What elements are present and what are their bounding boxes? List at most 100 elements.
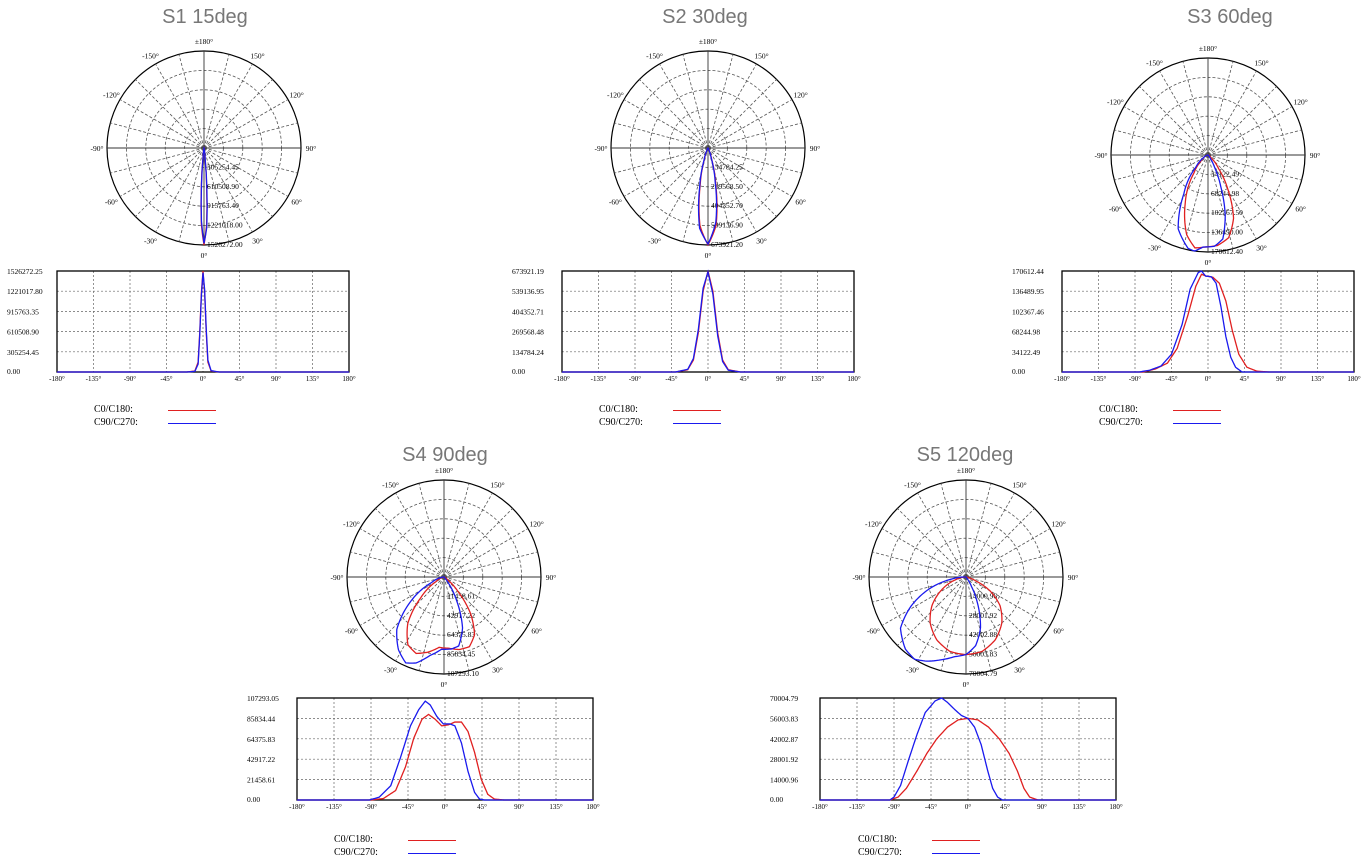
legend-label-c0: C0/C180: — [1099, 404, 1138, 415]
polar-angle-label: 60° — [1295, 205, 1306, 214]
y-tick-label: 0.00 — [7, 367, 20, 376]
legend: C0/C180: C90/C270: — [334, 834, 474, 860]
x-tick-label: -135° — [326, 803, 342, 811]
polar-angle-label: ±180° — [1199, 44, 1217, 53]
legend-label-c0: C0/C180: — [94, 404, 133, 415]
y-tick-label: 269568.48 — [512, 328, 544, 337]
polar-ring-label: 170612.40 — [1211, 247, 1243, 256]
polar-spoke — [707, 99, 793, 149]
legend-item-c0: C0/C180: — [94, 404, 234, 417]
polar-spoke — [418, 576, 445, 671]
legend-item-c90: C90/C270: — [1099, 417, 1239, 430]
polar-spoke — [1139, 86, 1209, 156]
polar-ring-label: 1526272.00 — [207, 240, 243, 249]
polar-angle-label: -120° — [343, 520, 360, 529]
polar-spoke — [155, 147, 205, 233]
series-line-c90 — [57, 272, 349, 373]
chart-panel-s2: S2 30deg ±180° 150° 120° 90° 60° 30° 0° -30° -60… — [500, 0, 910, 435]
y-tick-label: 0.00 — [512, 367, 525, 376]
x-tick-label: -135° — [849, 803, 865, 811]
x-tick-label: 135° — [811, 375, 825, 383]
y-tick-label: 42002.87 — [770, 735, 798, 744]
polar-spoke — [965, 576, 1051, 626]
polar-spoke — [965, 492, 1015, 578]
polar-ring-label: 70004.79 — [969, 669, 997, 678]
polar-spoke — [965, 576, 992, 671]
x-tick-label: 90° — [271, 375, 281, 383]
polar-angle-label: -30° — [1148, 244, 1161, 253]
polar-spoke — [965, 508, 1035, 578]
x-tick-label: 90° — [776, 375, 786, 383]
y-tick-label: 404352.71 — [512, 307, 544, 316]
polar-spoke — [443, 528, 529, 578]
polar-angle-label: -30° — [384, 666, 397, 675]
polar-angle-label: 0° — [1205, 258, 1212, 267]
polar-spoke — [639, 79, 709, 149]
polar-spoke — [917, 576, 967, 662]
x-tick-label: -180° — [1054, 375, 1070, 383]
polar-spoke — [110, 147, 205, 174]
polar-angle-label: -90° — [1095, 151, 1108, 160]
polar-ring-label: 539136.90 — [711, 221, 743, 230]
y-tick-label: 14000.96 — [770, 776, 798, 785]
polar-angle-label: 30° — [492, 666, 503, 675]
polar-ring-label: 305254.45 — [207, 162, 239, 171]
legend-line-c90 — [408, 853, 456, 854]
x-tick-label: 180° — [342, 375, 356, 383]
polar-spoke — [639, 147, 709, 217]
polar-spoke — [203, 147, 253, 233]
polar-ring-label: 134784.25 — [711, 162, 743, 171]
legend-line-c90 — [168, 423, 216, 424]
polar-spoke — [203, 99, 289, 149]
polar-curve-c90 — [697, 146, 718, 246]
legend: C0/C180: C90/C270: — [94, 404, 234, 430]
y-tick-label: 134784.24 — [512, 348, 544, 357]
y-tick-label: 0.00 — [770, 795, 783, 804]
polar-spoke — [1207, 106, 1293, 156]
chart-title: S2 30deg — [662, 6, 748, 28]
polar-spoke — [203, 147, 230, 242]
y-tick-label: 68244.98 — [1012, 328, 1040, 337]
polar-angle-label: 0° — [705, 251, 712, 260]
polar-angle-label: 120° — [1052, 520, 1066, 529]
y-tick-label: 56003.83 — [770, 714, 798, 723]
x-tick-label: 90° — [1276, 375, 1286, 383]
polar-spoke — [203, 63, 253, 149]
polar-angle-label: 60° — [531, 627, 542, 636]
polar-spoke — [965, 528, 1051, 578]
polar-curve-c0 — [929, 576, 1003, 656]
polar-spoke — [707, 147, 757, 233]
polar-spoke — [395, 576, 445, 662]
polar-spoke — [350, 576, 445, 603]
polar-spoke — [1123, 154, 1209, 204]
x-tick-label: 45° — [477, 803, 487, 811]
line-chart: 673921.19 539136.95 404352.71 269568.48 1347… — [512, 267, 861, 383]
polar-angle-label: ±180° — [957, 466, 975, 475]
polar-angle-label: 120° — [530, 520, 544, 529]
polar-diagram: ±180° 150° 120° 90° 60° 30° 0° -30° -60° -90° -120… — [595, 37, 821, 260]
x-tick-label: -90° — [1129, 375, 1141, 383]
polar-spoke — [872, 551, 967, 578]
x-tick-label: -90° — [124, 375, 136, 383]
polar-spoke — [203, 54, 230, 149]
polar-angle-label: ±180° — [195, 37, 213, 46]
polar-angle-label: -60° — [609, 198, 622, 207]
polar-angle-label: 60° — [291, 198, 302, 207]
x-tick-label: 90° — [514, 803, 524, 811]
polar-spoke — [443, 492, 493, 578]
x-tick-label: -45° — [1165, 375, 1177, 383]
polar-spoke — [881, 576, 967, 626]
polar-diagram: ±180° 150° 120° 90° 60° 30° 0° -30° -60° -90° -120… — [1095, 44, 1321, 267]
chart-panel-s4: S4 90deg ±180° 150° 120° 90° 60° 30° 0° -30° -60… — [240, 440, 650, 862]
y-tick-label: 64375.83 — [247, 735, 275, 744]
polar-angle-label: 30° — [1014, 666, 1025, 675]
polar-angle-label: -30° — [144, 237, 157, 246]
polar-ring-label: 56003.83 — [969, 650, 997, 659]
legend-label-c0: C0/C180: — [858, 834, 897, 845]
y-tick-label: 34122.49 — [1012, 348, 1040, 357]
legend-item-c90: C90/C270: — [94, 417, 234, 430]
legend-line-c0 — [168, 410, 216, 411]
polar-diagram: ±180° 150° 120° 90° 60° 30° 0° -30° -60° -90° -120… — [331, 466, 557, 689]
polar-spoke — [1159, 154, 1209, 240]
series-line-c90 — [562, 269, 854, 373]
